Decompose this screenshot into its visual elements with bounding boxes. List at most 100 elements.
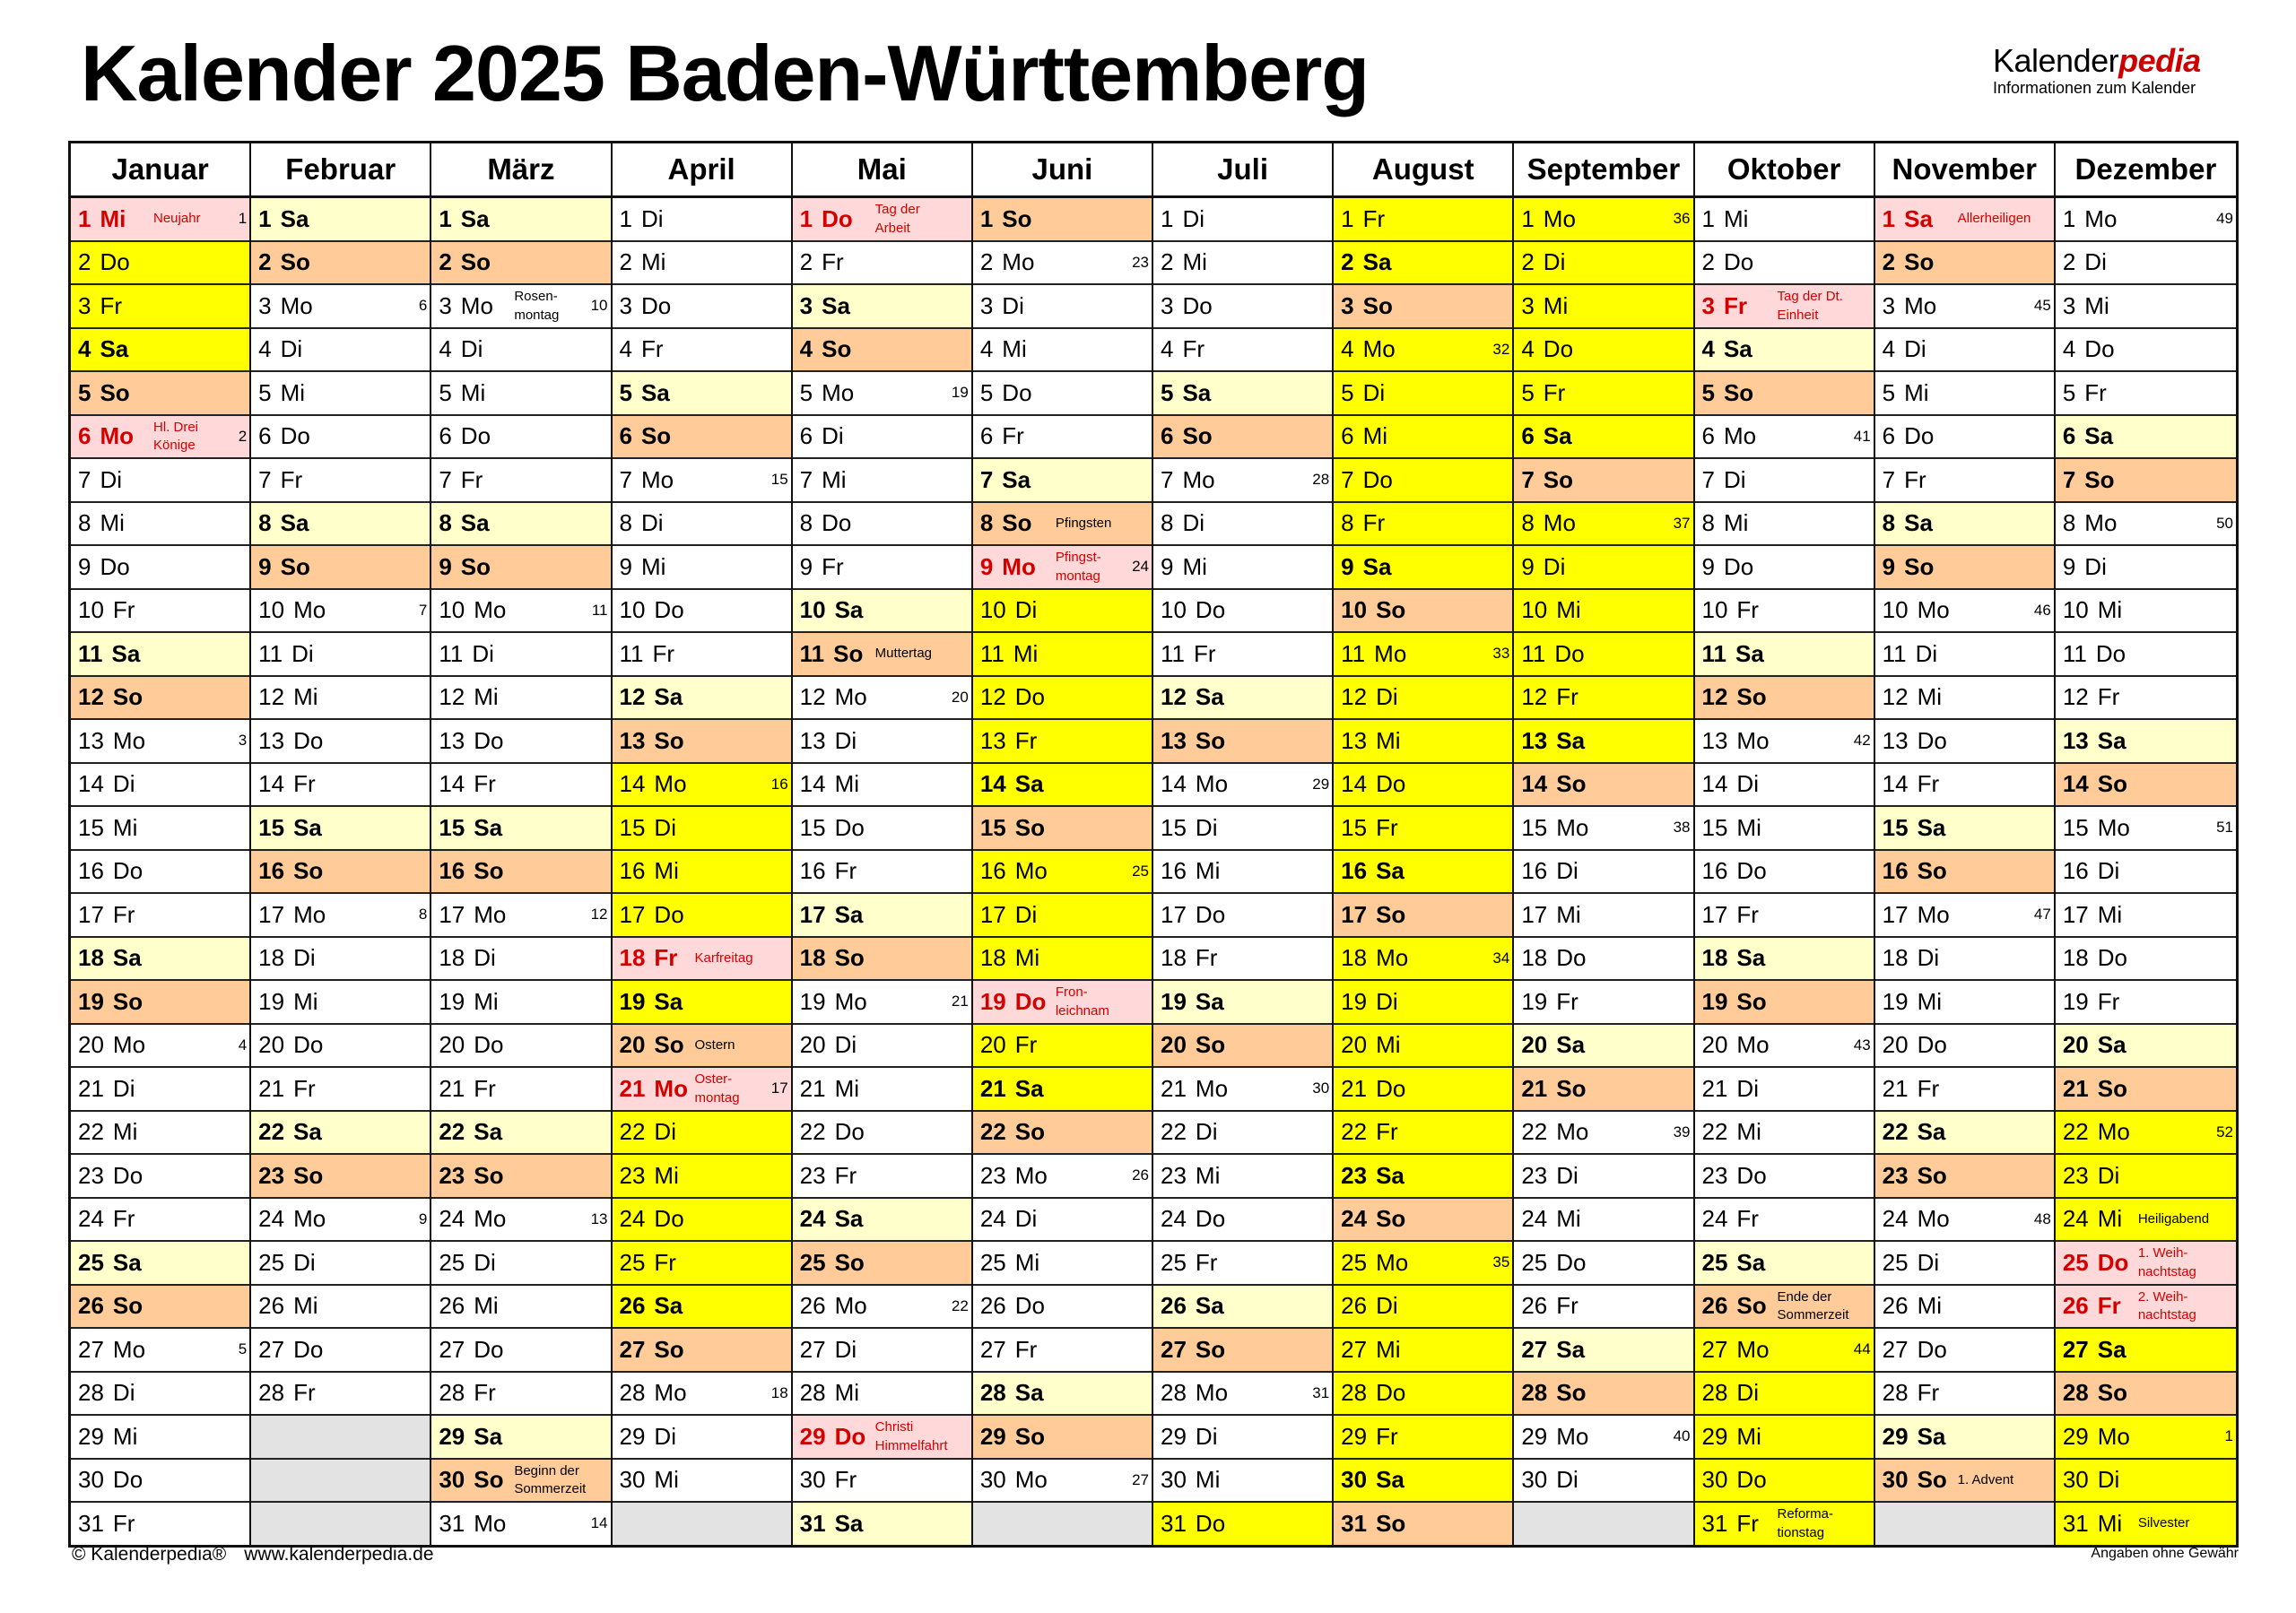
day-cell: 14 Mi (792, 763, 971, 807)
day-number: 12 (78, 683, 104, 711)
weekday: Mo (654, 770, 687, 798)
day-cell: 31 So (1334, 1503, 1513, 1545)
day-number: 13 (619, 726, 646, 754)
day-number: 5 (78, 378, 91, 406)
weekday: Mo (640, 465, 674, 493)
day-number: 19 (1161, 987, 1187, 1015)
day-number: 4 (619, 335, 632, 363)
day-cell: 24 Do (612, 1198, 791, 1242)
weekday: Di (1543, 248, 1566, 276)
day-number: 14 (799, 770, 826, 798)
day-number: 12 (1521, 683, 1548, 711)
day-cell: 3 Fr (71, 285, 250, 329)
day-cell: 31 Sa (792, 1503, 971, 1545)
weekday: Di (1376, 1292, 1398, 1320)
day-cell: 22 Sa (1874, 1111, 2054, 1155)
day-cell: 9 So (431, 546, 611, 590)
day-cell: 4 Do (2055, 328, 2236, 372)
weekday: Mi (1195, 1161, 1221, 1189)
day-cell: 17 Fr (1694, 894, 1874, 938)
weekday: Di (112, 1074, 135, 1102)
month-header: Juni (972, 143, 1152, 198)
day-number: 2 (258, 248, 272, 276)
day-number: 12 (1161, 683, 1187, 711)
weekday: Mo (2097, 1118, 2130, 1146)
kalenderpedia-logo[interactable]: Kalenderpedia Informationen zum Kalender (1993, 45, 2235, 98)
week-number: 51 (2216, 819, 2233, 837)
month-column: August 1 Fr 2 Sa 3 So 4 Mo 32 5 Di 6 Mi 7 Do 8 Fr 9 Sa 10 So 1… (1334, 143, 1515, 1545)
weekday: Di (100, 465, 123, 493)
day-cell: 14 Fr (1874, 763, 2054, 807)
weekday: Sa (1376, 857, 1405, 885)
weekday: Sa (111, 639, 141, 667)
day-number: 21 (1161, 1074, 1187, 1102)
weekday: Fr (293, 770, 316, 798)
day-number: 1 (1341, 204, 1354, 232)
weekday: Mo (654, 1074, 688, 1102)
day-number: 24 (2062, 1205, 2089, 1233)
day-number: 7 (799, 465, 813, 493)
day-number: 25 (1161, 1248, 1187, 1276)
weekday: Fr (474, 1074, 496, 1102)
day-cell: 25 Do (1514, 1242, 1693, 1286)
day-cell: 1 Mo 49 (2055, 198, 2236, 242)
day-cell: 14 Do (1334, 763, 1513, 807)
day-cell: 14 Mo 29 (1153, 763, 1333, 807)
week-number: 46 (2033, 601, 2051, 619)
week-number: 32 (1492, 340, 1510, 358)
day-cell: 30 Di (2055, 1459, 2236, 1503)
weekday: Fr (474, 770, 496, 798)
weekday: Fr (1014, 726, 1038, 754)
day-cell: 18 Di (431, 937, 611, 981)
month-column: März 1 Sa 2 So 3 Mo Rosen- montag 10 4 Di 5 Mi 6 Do 7 Fr… (431, 143, 613, 1545)
day-cell: 9 So (1874, 546, 2054, 590)
weekday: Mi (474, 683, 499, 711)
day-cell: 11 Fr (612, 633, 791, 677)
day-number: 18 (1341, 944, 1368, 972)
day-cell: 12 So (71, 676, 250, 720)
day-number: 22 (1161, 1118, 1187, 1146)
day-cell: 19 Sa (612, 981, 791, 1025)
day-cell: 18 Do (2055, 937, 2236, 981)
day-cell: 13 Sa (1514, 720, 1693, 764)
weekday: Mo (1543, 509, 1576, 537)
day-number: 3 (1521, 291, 1535, 319)
weekday: So (1917, 1466, 1947, 1494)
weekday: Sa (1362, 248, 1392, 276)
day-cell: 31 Mo 14 (431, 1503, 611, 1545)
day-number: 15 (78, 813, 104, 841)
day-number: 17 (1882, 900, 1909, 928)
day-cell: 24 Do (1153, 1198, 1333, 1242)
weekday: So (1376, 1205, 1406, 1233)
weekday: Mi (1182, 552, 1207, 580)
day-number: 2 (1161, 248, 1174, 276)
month-column: Oktober 1 Mi 2 Do 3 Fr Tag der Dt. Einheit 4 Sa 5 S… (1694, 143, 1875, 1545)
day-cell: 5 Mi (431, 372, 611, 416)
day-number: 8 (439, 509, 452, 537)
day-cell: 25 Di (251, 1242, 430, 1286)
day-number: 9 (2062, 552, 2076, 580)
day-cell: 18 Fr Karfreitag (612, 937, 791, 981)
day-cell: 27 Do (431, 1329, 611, 1373)
day-cell: 10 Mi (2055, 589, 2236, 633)
day-cell: 16 Mo 25 (972, 850, 1152, 894)
day-cell: 1 Mo 36 (1514, 198, 1693, 242)
website-link[interactable]: www.kalenderpedia.de (244, 1544, 434, 1565)
day-cell: 2 Di (2055, 241, 2236, 285)
week-number: 20 (951, 688, 969, 706)
day-cell: 5 So (1694, 372, 1874, 416)
month-column: Januar 1 Mi Neujahr 1 2 Do 3 Fr 4 Sa 5 So 6 Mo Hl. Drei… (71, 143, 252, 1545)
weekday: Di (112, 1379, 135, 1407)
day-cell: 15 Do (792, 807, 971, 851)
weekday: Mo (100, 422, 135, 450)
day-cell: 10 Mo 7 (251, 589, 430, 633)
day-cell: 5 Di (1334, 372, 1513, 416)
day-number: 23 (979, 1161, 1006, 1189)
day-number: 26 (78, 1292, 104, 1320)
weekday: Do (1376, 1074, 1406, 1102)
day-cell: 11 Sa (71, 633, 250, 677)
day-cell: 24 Mi (1514, 1198, 1693, 1242)
weekday: So (1904, 552, 1935, 580)
day-cell: 16 Di (2055, 850, 2236, 894)
weekday: Do (1736, 1466, 1767, 1494)
